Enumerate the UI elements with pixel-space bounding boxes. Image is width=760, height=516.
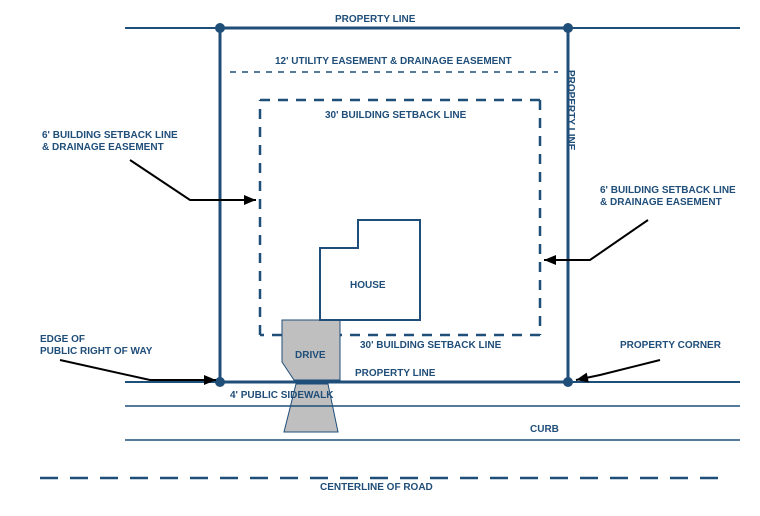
label-property-line-right: PROPERTY LINE — [565, 70, 577, 150]
label-centerline: CENTERLINE OF ROAD — [320, 482, 433, 494]
label-house: HOUSE — [350, 280, 386, 292]
label-curb: CURB — [530, 424, 559, 436]
label-utility: 12' UTILITY EASEMENT & DRAINAGE EASEMENT — [275, 56, 512, 68]
label-setback-right: 6' BUILDING SETBACK LINE & DRAINAGE EASE… — [600, 185, 736, 208]
label-drive: DRIVE — [295, 350, 326, 362]
label-property-corner: PROPERTY CORNER — [620, 340, 721, 352]
site-plan-diagram — [0, 0, 760, 516]
label-property-line-top: PROPERTY LINE — [335, 14, 415, 26]
label-setback-top: 30' BUILDING SETBACK LINE — [325, 110, 466, 122]
label-sidewalk: 4' PUBLIC SIDEWALK — [230, 390, 334, 402]
label-setback-left: 6' BUILDING SETBACK LINE & DRAINAGE EASE… — [42, 130, 178, 153]
label-edge-row: EDGE OF PUBLIC RIGHT OF WAY — [40, 334, 152, 357]
label-setback-bottom: 30' BUILDING SETBACK LINE — [360, 340, 501, 352]
label-property-line-bottom: PROPERTY LINE — [355, 368, 435, 380]
